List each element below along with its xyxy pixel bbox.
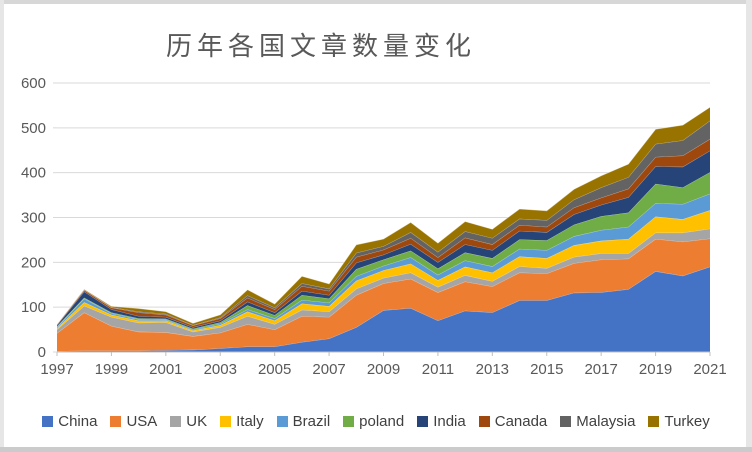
legend-label: UK [186,412,208,430]
area-band-usa [57,238,710,352]
area-series [56,106,711,352]
x-tick-label: 2021 [693,361,726,378]
legend-item-malaysia: Malaysia [560,413,635,430]
y-tick-label: 400 [21,165,46,182]
y-tick-label: 300 [21,210,46,227]
area-band-brazil [57,193,710,331]
x-tick-label: 2019 [639,361,672,378]
area-band-uk [57,228,710,337]
chart-title: 历年各国文章数量变化 [166,31,477,61]
frame-edge-left [0,0,4,452]
y-tick-label: 200 [21,254,46,271]
x-tick-label: 2007 [312,361,345,378]
legend-swatch-brazil [276,415,288,427]
y-tick-label: 500 [21,120,46,137]
axes [53,82,711,356]
y-tick-label: 100 [21,299,46,316]
legend-label: China [58,412,98,430]
y-tick-label: 600 [21,75,46,92]
legend-swatch-usa [110,415,122,427]
x-axis-labels: 1997 1999 2001 2003 2005 2007 2009 2011 2013 2015… [40,361,726,378]
legend-item-usa: USA [110,413,157,430]
x-tick-label: 1999 [95,361,128,378]
x-tick-label: 2017 [584,361,617,378]
x-tick-label: 2011 [422,361,454,378]
legend-swatch-china [42,415,54,427]
legend-label: India [433,412,466,430]
area-band-italy [57,210,710,332]
legend-swatch-italy [220,415,232,427]
x-tick-label: 2013 [476,361,509,378]
legend-item-poland: poland [343,413,404,430]
legend-item-turkey: Turkey [648,412,710,430]
legend-label: Malaysia [576,412,636,430]
frame-edge-bottom [0,447,752,452]
legend-swatch-poland [343,415,355,427]
frame-edge-right [746,0,752,452]
legend-item-italy: Italy [220,413,264,430]
legend-item-brazil: Brazil [276,412,331,430]
x-tick-label: 2003 [204,361,237,378]
x-tick-label: 2005 [258,361,291,378]
legend-item-canada: Canada [478,412,548,430]
legend-label: Brazil [292,412,331,430]
legend-label: Italy [236,412,264,430]
legend-swatch-turkey [648,415,660,427]
legend-swatch-uk [170,415,182,427]
frame-edge-top [0,0,752,4]
x-tick-label: 2015 [530,361,563,378]
x-tick-label: 1997 [40,361,73,378]
legend-swatch-canada [478,415,490,427]
legend-label: poland [359,412,405,430]
legend-item-uk: UK [170,413,207,430]
x-tick-label: 2001 [149,361,182,378]
legend-swatch-india [417,415,429,427]
area-band-china [57,266,710,352]
y-tick-label: 0 [38,344,46,361]
legend-swatch-malaysia [560,415,572,427]
legend-label: USA [126,412,158,430]
y-axis-labels: 0 100 200 300 400 500 600 [21,75,46,361]
chart-legend: China USA UK Italy Brazil poland India Canada Ma… [0,408,752,434]
legend-label: Canada [494,412,548,430]
legend-item-china: China [42,413,97,430]
legend-item-india: India [417,413,466,430]
legend-label: Turkey [664,412,710,430]
x-tick-label: 2009 [367,361,400,378]
